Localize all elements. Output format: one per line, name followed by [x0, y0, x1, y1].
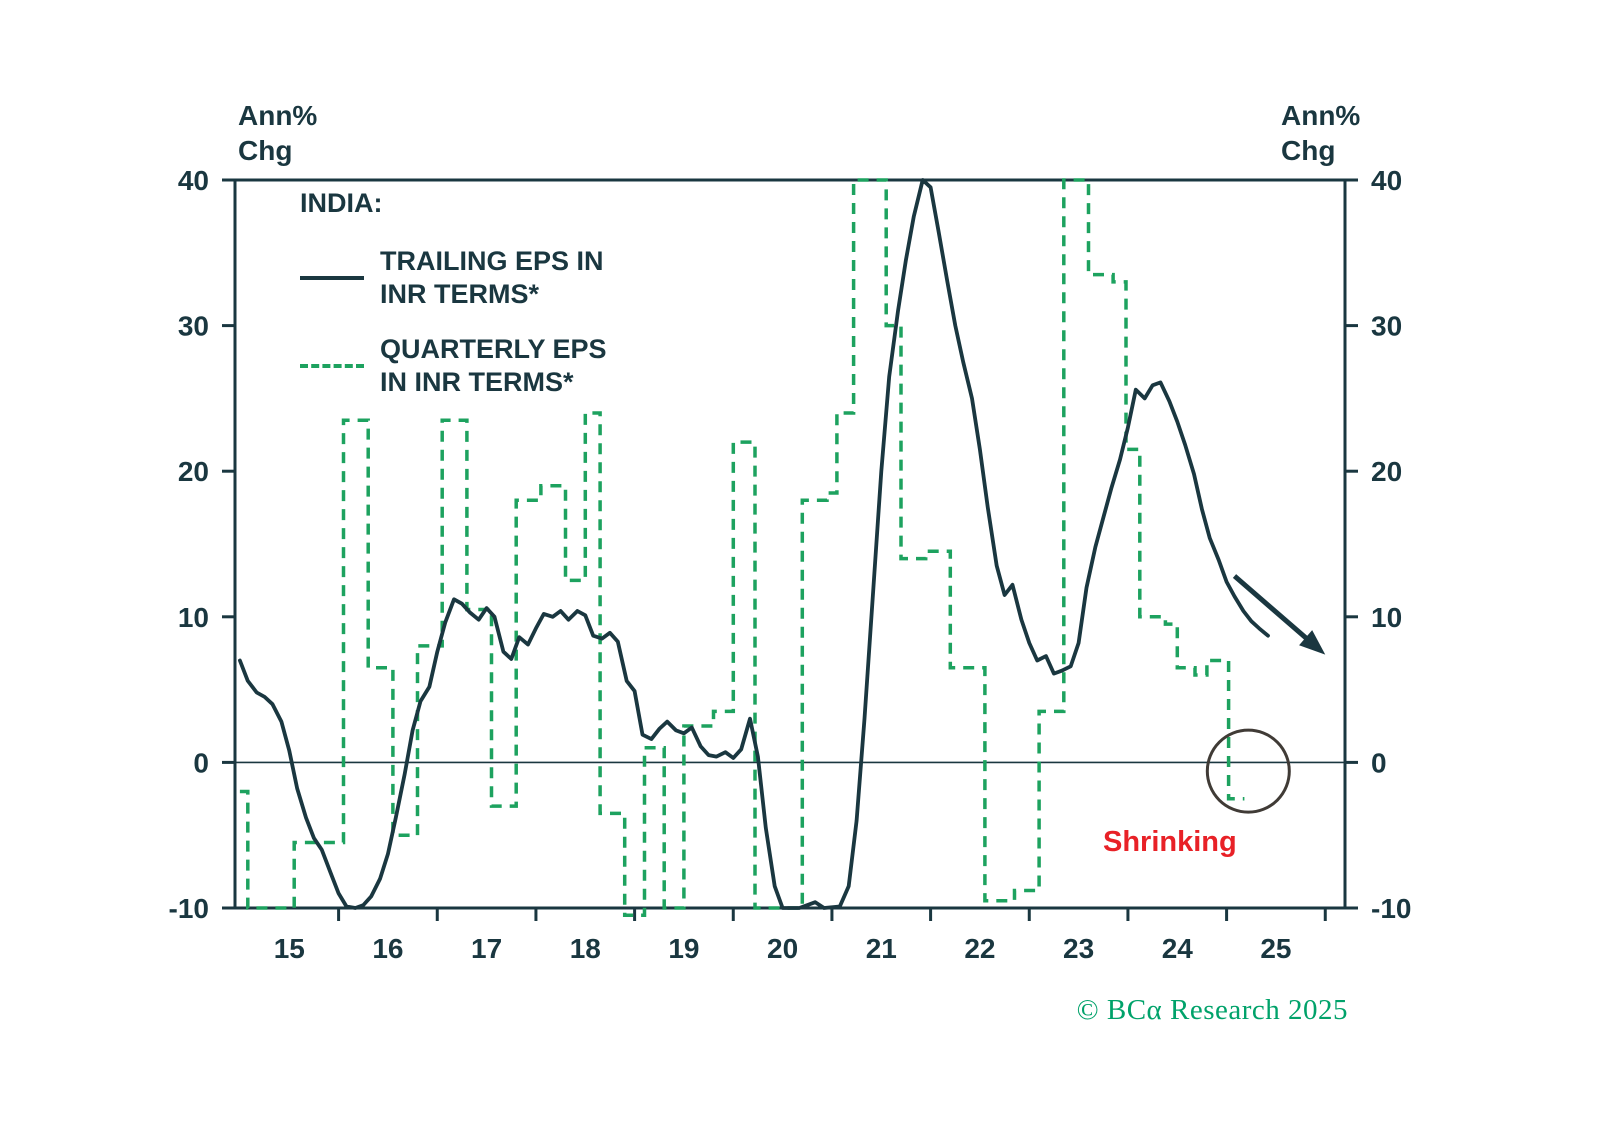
y-axis-label-left: 20: [178, 456, 209, 487]
y-axis-label-left: -10: [169, 893, 209, 924]
y-axis-label-left: 10: [178, 602, 209, 633]
shrinking-annotation: Shrinking: [1103, 826, 1237, 858]
y-axis-label-right: 10: [1371, 602, 1402, 633]
copyright: © BCα Research 2025: [1076, 994, 1348, 1026]
x-axis-label: 23: [1063, 933, 1094, 964]
y-axis-label-right: 30: [1371, 311, 1402, 342]
x-axis-label: 17: [471, 933, 502, 964]
down-arrow-shaft: [1232, 574, 1317, 648]
y-axis-label-left: 30: [178, 311, 209, 342]
y-axis-label-right: 40: [1371, 165, 1402, 196]
y-axis-label-right: 20: [1371, 456, 1402, 487]
x-axis-label: 18: [570, 933, 601, 964]
x-axis-label: 21: [866, 933, 897, 964]
x-axis-label: 15: [274, 933, 305, 964]
legend-heading: INDIA:: [300, 188, 383, 218]
x-axis-label: 22: [964, 933, 995, 964]
y-axis-label-left: 0: [193, 747, 209, 778]
x-axis-label: 16: [372, 933, 403, 964]
trailing-eps-line: [237, 178, 1270, 910]
left-axis-units-label: Ann% Chg: [238, 100, 318, 166]
y-axis-label-right: -10: [1371, 893, 1411, 924]
quarterly-eps-line: [239, 178, 1245, 918]
down-arrow-head: [1299, 630, 1326, 655]
legend-label-quarterly: QUARTERLY EPS IN INR TERMS*: [380, 333, 607, 397]
x-axis-label: 20: [767, 933, 798, 964]
x-axis-label: 24: [1162, 933, 1194, 964]
trailing-line-sample: [300, 275, 364, 280]
legend-item-trailing-eps: TRAILING EPS IN INR TERMS*: [300, 245, 607, 311]
legend: INDIA: TRAILING EPS IN INR TERMS* QUARTE…: [300, 188, 607, 421]
y-axis-label-right: 0: [1371, 747, 1387, 778]
circle-annotation: [1205, 728, 1291, 814]
quarterly-line-sample: [300, 363, 364, 368]
x-axis-label: 25: [1260, 933, 1291, 964]
y-axis-label-left: 40: [178, 165, 209, 196]
legend-label-trailing: TRAILING EPS IN INR TERMS*: [380, 246, 604, 309]
right-axis-units-label: Ann% Chg: [1281, 100, 1361, 166]
legend-item-quarterly-eps: QUARTERLY EPS IN INR TERMS*: [300, 333, 607, 399]
x-axis-label: 19: [668, 933, 699, 964]
